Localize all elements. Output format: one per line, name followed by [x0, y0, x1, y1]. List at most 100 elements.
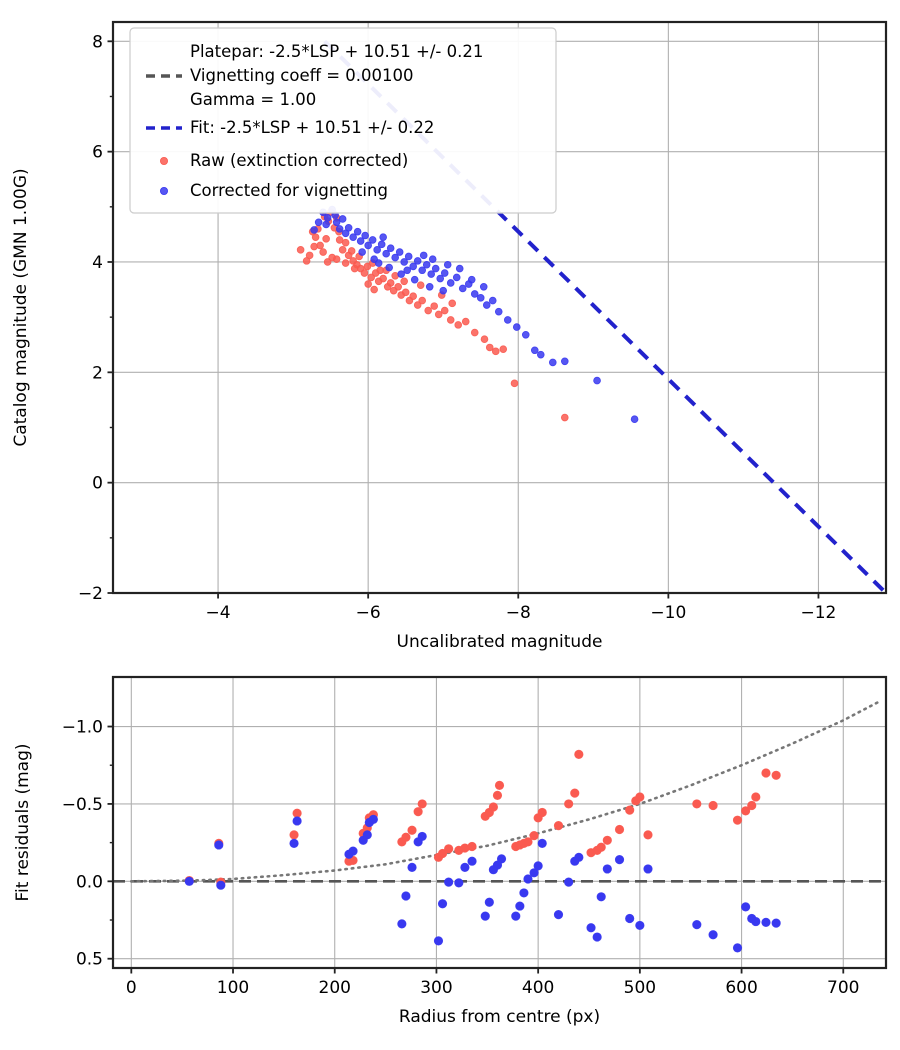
data-point [488, 802, 498, 812]
data-point [400, 277, 408, 286]
data-point [425, 283, 434, 291]
data-point [361, 231, 369, 240]
data-point [416, 281, 425, 289]
legend-label: Platepar: -2.5*LSP + 10.51 +/- 0.21 [190, 42, 483, 61]
data-point [310, 226, 318, 234]
data-point [496, 854, 507, 864]
legend-label: Raw (extinction corrected) [190, 151, 408, 170]
y-tick-label: 8 [92, 32, 103, 52]
data-point [570, 788, 580, 798]
data-point [625, 913, 635, 924]
data-point [491, 347, 500, 356]
y-tick-label: −0.5 [62, 795, 103, 815]
data-point [364, 241, 372, 250]
data-point [184, 876, 194, 886]
data-point [523, 837, 533, 847]
data-point [328, 253, 336, 262]
data-point [338, 246, 347, 254]
data-point [373, 246, 381, 254]
data-point [418, 266, 427, 275]
data-point [444, 877, 454, 887]
data-point [635, 792, 645, 802]
data-point [302, 257, 311, 265]
data-point [413, 257, 422, 265]
legend-entry: Raw (extinction corrected) [159, 151, 408, 170]
data-point [467, 275, 476, 284]
data-point [488, 296, 497, 305]
data-point [470, 290, 479, 298]
data-point [404, 252, 413, 261]
data-point [428, 255, 437, 264]
data-point [444, 844, 454, 854]
axes-frame [111, 20, 888, 595]
x-tick-label: −10 [650, 603, 686, 623]
data-point [427, 270, 436, 278]
data-point [439, 286, 448, 295]
data-point [410, 275, 419, 284]
data-point [480, 335, 489, 344]
y-tick-label: −1.0 [62, 718, 103, 738]
legend-label: Fit: -2.5*LSP + 10.51 +/- 0.22 [190, 118, 434, 137]
axes-frame [111, 675, 888, 970]
legend-entry: Fit: -2.5*LSP + 10.51 +/- 0.22 [146, 118, 434, 137]
legend-entry: Gamma = 1.00 [190, 90, 316, 109]
data-point [417, 799, 427, 809]
data-point [494, 307, 503, 316]
data-point [761, 917, 771, 927]
data-point [596, 892, 606, 902]
data-point [564, 877, 574, 887]
data-point [564, 799, 574, 809]
data-point [708, 930, 718, 940]
data-point [635, 920, 645, 931]
data-point [630, 415, 639, 424]
x-tick-label: −12 [801, 603, 837, 623]
data-point [419, 251, 428, 260]
data-point [454, 321, 463, 329]
data-point [296, 246, 305, 254]
data-point [553, 909, 564, 920]
data-point [751, 916, 761, 927]
data-point [643, 830, 653, 840]
data-point [503, 316, 512, 324]
data-point [216, 880, 226, 890]
data-point [771, 770, 781, 780]
series-corrected [310, 205, 639, 424]
data-point [401, 891, 411, 901]
data-point [292, 808, 302, 818]
data-point [643, 864, 653, 874]
data-point [407, 862, 417, 872]
data-point [332, 218, 341, 227]
data-point [400, 258, 408, 266]
data-point [395, 248, 404, 256]
data-point [482, 301, 491, 309]
data-point [437, 848, 448, 859]
data-point [515, 901, 525, 911]
data-point [523, 874, 533, 884]
data-point [422, 260, 431, 269]
y-tick-label: 0.0 [76, 872, 103, 892]
data-point [446, 316, 455, 324]
data-point [692, 799, 702, 809]
data-point [460, 862, 470, 872]
data-point [537, 807, 547, 818]
data-point [430, 302, 439, 310]
x-tick-label: 400 [522, 978, 554, 998]
data-point [574, 852, 584, 862]
x-tick-label: 100 [217, 978, 249, 998]
data-point [458, 284, 467, 293]
data-point [614, 855, 625, 865]
data-point [433, 936, 444, 946]
data-point [407, 825, 417, 835]
data-point [536, 350, 545, 359]
data-point [461, 317, 470, 326]
data-point [479, 283, 488, 291]
data-point [379, 233, 387, 241]
data-point [467, 856, 477, 866]
data-point [596, 842, 606, 852]
legend: Platepar: -2.5*LSP + 10.51 +/- 0.21 Vigne… [129, 27, 557, 214]
data-point [368, 236, 377, 244]
data-point [574, 749, 584, 759]
plot-area [296, 39, 886, 593]
x-axis-label: Radius from centre (px) [399, 1007, 600, 1027]
data-point [512, 323, 521, 331]
